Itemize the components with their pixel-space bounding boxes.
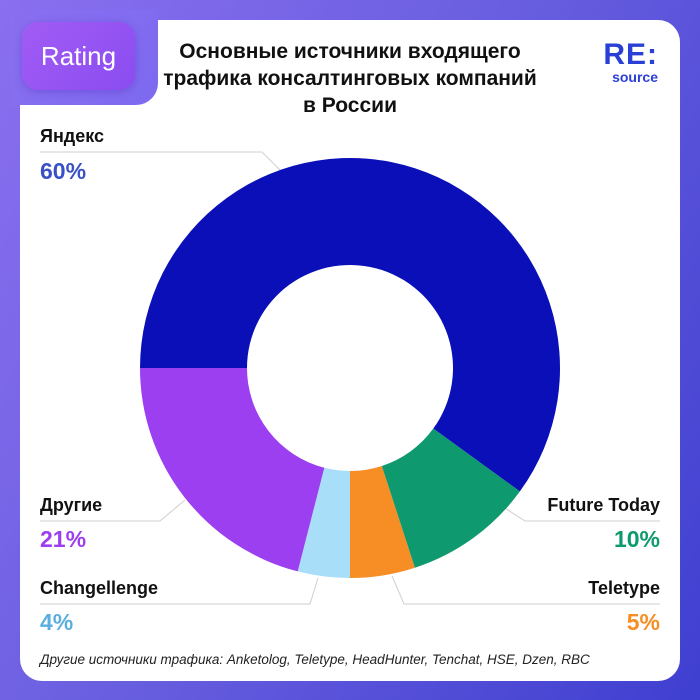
logo-re: RE:: [603, 38, 658, 71]
slice-future-today: [381, 428, 520, 568]
value-future-today: 10%: [613, 526, 660, 552]
leader-line-drugie: [40, 499, 186, 522]
value-changellenge: 4%: [40, 609, 74, 635]
label-changellenge: Changellenge: [40, 578, 159, 598]
slice-другие: [140, 368, 325, 572]
value-yandex: 60%: [40, 158, 87, 184]
footnote: Другие источники трафика: Anketolog, Tel…: [40, 652, 590, 667]
leader-line-changellenge: [40, 577, 319, 605]
value-drugie: 21%: [40, 526, 87, 552]
value-teletype: 5%: [626, 609, 660, 635]
logo-source: source: [612, 69, 658, 85]
label-yandex: Яндекс: [40, 126, 105, 146]
leader-line-teletype: [391, 575, 660, 605]
slice-changellenge: [297, 467, 350, 578]
chart-title: Основные источники входящего трафика кон…: [163, 40, 537, 117]
leader-lines: [40, 151, 660, 605]
leader-line-future-today: [499, 504, 660, 522]
slice-teletype: [350, 465, 415, 578]
slice-яндекс: [140, 158, 560, 492]
rating-badge: Rating: [22, 22, 135, 90]
label-drugie: Другие: [40, 495, 103, 515]
label-future-today: Future Today: [547, 495, 660, 515]
label-teletype: Teletype: [588, 578, 660, 598]
resource-logo: RE: source: [603, 38, 658, 85]
